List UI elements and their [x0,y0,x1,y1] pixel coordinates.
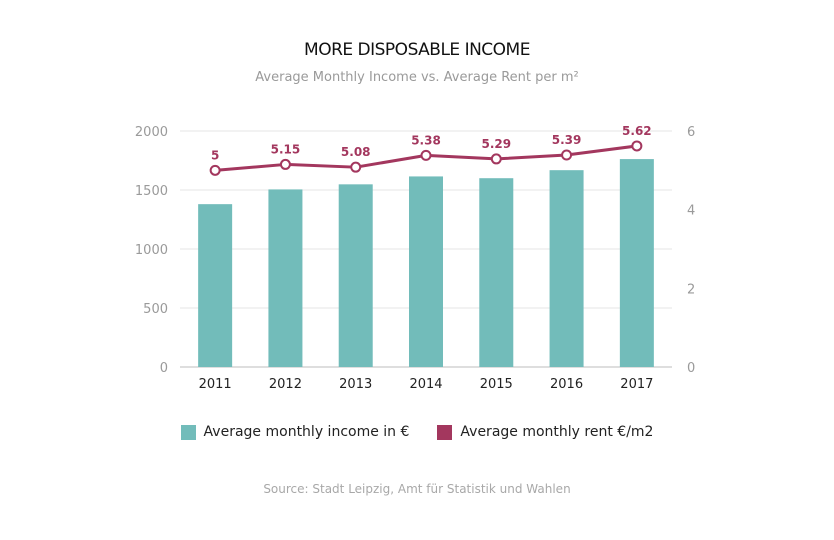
y-left-tick-label: 2000 [135,125,168,140]
bar-income [268,189,303,367]
y-left-tick-label: 500 [143,302,168,317]
data-label-rent: 5.15 [271,142,301,156]
x-tick-label: 2017 [620,377,653,392]
point-rent [279,158,291,170]
y-right-tick-label: 2 [687,282,695,297]
y-right-tick-label: 4 [687,204,695,219]
bar-income [198,204,233,367]
source-note: Source: Stadt Leipzig, Amt für Statistik… [263,482,571,496]
data-label-rent: 5.62 [622,124,652,138]
y-right-tick-label: 0 [687,361,695,376]
legend-item-income: Average monthly income in € [180,424,410,440]
x-tick-label: 2016 [550,377,583,392]
data-label-rent: 5.38 [411,133,441,147]
y-left-tick-label: 1500 [135,184,168,199]
x-tick-label: 2013 [339,377,372,392]
y-right-tick-label: 6 [687,125,695,140]
data-label-rent: 5.39 [552,133,582,147]
bar-income [479,178,514,367]
y-left-tick-label: 1000 [135,243,168,258]
point-rent [490,153,502,165]
data-label-rent: 5 [211,148,219,162]
point-rent [420,149,432,161]
x-tick-label: 2014 [409,377,442,392]
point-rent [209,164,221,176]
chart-legend: Average monthly income in € Average mont… [0,424,834,440]
bar-income [338,184,373,367]
chart-subtitle: Average Monthly Income vs. Average Rent … [255,70,579,85]
legend-label-rent: Average monthly rent €/m2 [460,424,654,440]
data-label-rent: 5.29 [481,137,511,151]
x-tick-label: 2012 [269,377,302,392]
data-label-rent: 5.08 [341,145,371,159]
x-tick-label: 2011 [199,377,232,392]
x-tick-label: 2015 [480,377,513,392]
y-left-tick-label: 0 [160,361,168,376]
legend-item-rent: Average monthly rent €/m2 [437,424,653,440]
bar-income [549,170,584,367]
legend-swatch-income [180,424,196,440]
point-rent [631,140,643,152]
chart-title: MORE DISPOSABLE INCOME [304,40,530,60]
point-rent [561,149,573,161]
bar-income [409,176,443,367]
legend-label-income: Average monthly income in € [203,424,410,440]
point-rent [350,161,362,173]
legend-swatch-rent [437,424,453,440]
bar-income [619,159,654,367]
